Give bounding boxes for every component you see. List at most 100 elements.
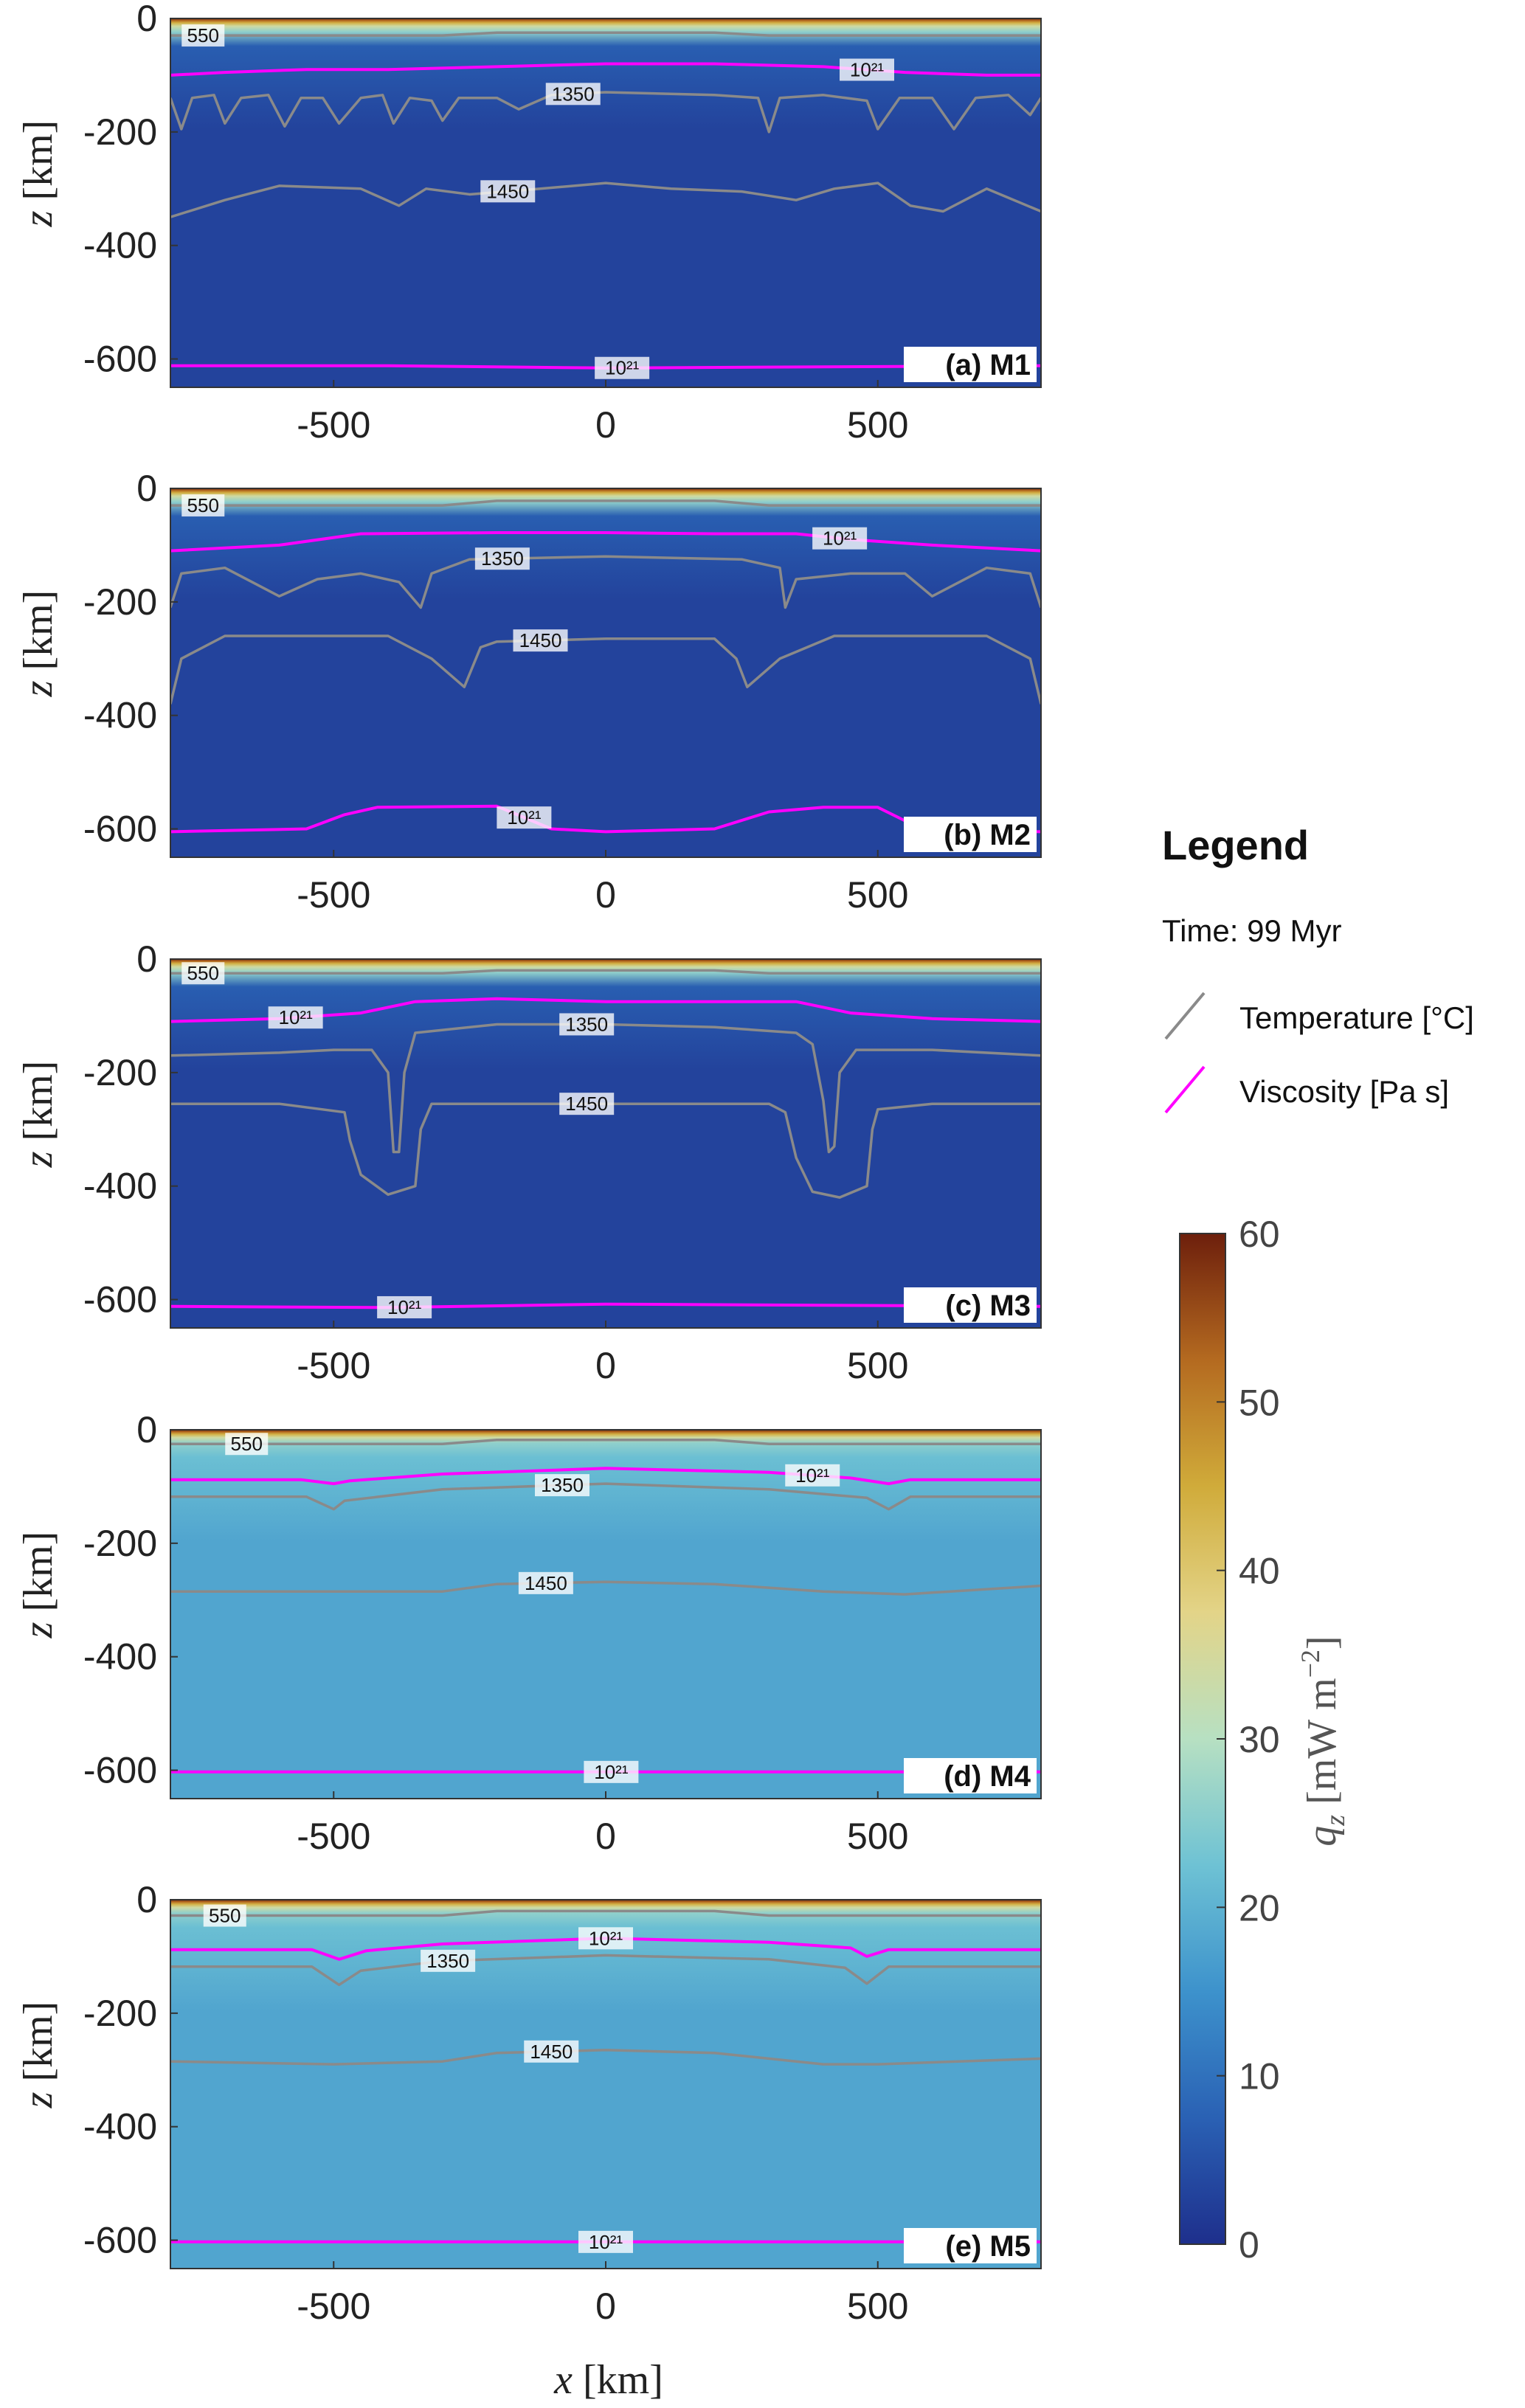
panel-c: 10²¹ 550 1350 1450 10²¹ (c) M3 0 -200 -400 -600 -5… — [15, 938, 1042, 1386]
legend-time: Time: 99 Myr — [1162, 913, 1341, 948]
contour-label: 1450 — [518, 1571, 573, 1594]
y-axis-label: z [km] — [15, 1532, 61, 1639]
panel-a: 10²¹ 550 1350 1450 10²¹ (a) M1 0 -200 -400 -600 -5… — [15, 0, 1042, 446]
temperature-contour — [170, 1439, 1041, 1445]
legend-title: Legend — [1162, 822, 1309, 868]
y-tick-label: -200 — [83, 1052, 157, 1093]
contour-label-text: 550 — [209, 1905, 241, 1927]
contour-label: 1350 — [474, 547, 530, 570]
contour-label-bg — [812, 527, 868, 550]
y-tick-label: -400 — [83, 2106, 157, 2148]
contour-label: 10²¹ — [840, 58, 894, 81]
contour-label: 1450 — [559, 1093, 615, 1115]
temperature-contour — [170, 1482, 1041, 1511]
temperature-contour — [170, 1102, 1041, 1199]
panel-label-bg — [904, 1758, 1037, 1793]
panel-e: 10²¹ 550 1350 1450 10²¹ (e) M5 0 -200 -400 -600 -5… — [15, 1879, 1042, 2327]
contour-label-bg — [181, 494, 225, 517]
viscosity-contour — [170, 804, 1041, 834]
contour-label-bg — [595, 356, 650, 379]
contour-label: 550 — [225, 1433, 269, 1456]
contour-label: 1350 — [559, 1013, 615, 1036]
contour-label-text: 1450 — [565, 1093, 608, 1115]
contour-label-bg — [268, 1006, 323, 1029]
contour-label: 550 — [181, 962, 225, 985]
colorbar-tick-label: 30 — [1239, 1719, 1280, 1760]
legend: Legend Time: 99 Myr Temperature [°C] Vis… — [1162, 822, 1474, 1114]
contour-label-text: 10²¹ — [589, 1927, 623, 1949]
x-tick-label: 500 — [847, 874, 908, 916]
contour-label-bg — [578, 1927, 633, 1950]
y-tick-label: -400 — [83, 695, 157, 736]
contour-label-bg — [559, 1013, 615, 1036]
contour-label-text: 1350 — [541, 1474, 584, 1496]
contours — [170, 31, 1041, 370]
viscosity-contour — [170, 1302, 1041, 1309]
x-tick-label: 500 — [847, 1345, 908, 1386]
contour-label-text: 1450 — [486, 180, 529, 202]
panel-label: (e) M5 — [945, 2230, 1031, 2263]
contour-label-text: 1350 — [552, 83, 595, 105]
panel-b: 10²¹ 550 1350 1450 10²¹ (b) M2 0 -200 -400 -600 -5… — [15, 468, 1042, 916]
colorbar-ticks: 0 10 20 30 40 50 60 — [1217, 1214, 1280, 2266]
contour-label-bg — [421, 1949, 476, 1972]
contour-label-text: 10²¹ — [387, 1296, 422, 1318]
contours — [170, 499, 1041, 834]
y-tick-label: -400 — [83, 1166, 157, 1207]
contour-label-text: 10²¹ — [605, 357, 640, 379]
contour-label-text: 1350 — [481, 547, 524, 570]
contour-label-bg — [225, 1433, 269, 1456]
temperature-contour — [170, 1954, 1041, 1987]
contour-label-bg — [474, 547, 530, 570]
temperature-contour — [170, 499, 1041, 507]
panel-label-bg — [904, 2228, 1037, 2263]
viscosity-contour — [170, 62, 1041, 77]
x-tick-label: 0 — [595, 1816, 616, 1857]
surface-heat-flux — [170, 1430, 1041, 1540]
temperature-contour — [170, 91, 1041, 134]
contour-label-text: 10²¹ — [594, 1761, 629, 1783]
x-tick-label: -500 — [297, 1345, 370, 1386]
panels: 10²¹ 550 1350 1450 10²¹ (a) M1 0 -200 -400 -600 -5… — [15, 0, 1042, 2327]
contour-label-text: 10²¹ — [279, 1006, 314, 1028]
contour-label-text: 10²¹ — [823, 527, 857, 550]
y-tick-label: -600 — [83, 339, 157, 380]
contour-label-text: 1350 — [565, 1013, 608, 1035]
contour-label-bg — [578, 2230, 633, 2253]
contour-label-bg — [584, 1760, 639, 1783]
temperature-contour — [170, 1580, 1041, 1596]
contour-label: 550 — [203, 1904, 246, 1927]
y-axis-label: z [km] — [15, 590, 61, 698]
colorbar-tick-label: 0 — [1239, 2224, 1259, 2266]
x-tick-label: -500 — [297, 2286, 370, 2327]
colorbar-label: qz [mW m−2] — [1296, 1636, 1351, 1846]
y-tick-label: -400 — [83, 1636, 157, 1678]
y-axis-label: z [km] — [15, 120, 61, 228]
x-tick-label: 500 — [847, 1816, 908, 1857]
temperature-contour — [170, 31, 1041, 37]
colorbar-tick-label: 50 — [1239, 1382, 1280, 1423]
y-tick-label: 0 — [136, 0, 157, 39]
panel-label: (a) M1 — [945, 349, 1031, 381]
temperature-contour — [170, 1909, 1041, 1917]
contour-label-bg — [513, 629, 568, 652]
x-tick-label: 0 — [595, 404, 616, 446]
contour-label-bg — [377, 1295, 432, 1318]
temperature-contour — [170, 2049, 1041, 2066]
contour-label-bg — [545, 83, 601, 105]
contour-label: 10²¹ — [584, 1760, 639, 1783]
x-axis-label: x [km] — [553, 2357, 663, 2403]
colorbar-tick-label: 40 — [1239, 1551, 1280, 1592]
contour-label-bg — [181, 24, 225, 47]
temperature-contour — [170, 969, 1041, 975]
contour-label: 10²¹ — [785, 1464, 840, 1487]
contour-label-text: 1450 — [525, 1572, 567, 1594]
legend-viscosity-label: Viscosity [Pa s] — [1239, 1074, 1449, 1109]
y-tick-label: 0 — [136, 938, 157, 980]
y-tick-label: 0 — [136, 468, 157, 509]
viscosity-contour — [170, 531, 1041, 553]
colorbar-tick-label: 20 — [1239, 1887, 1280, 1928]
contour-label-text: 10²¹ — [850, 58, 885, 80]
contour-label: 1350 — [421, 1949, 476, 1972]
